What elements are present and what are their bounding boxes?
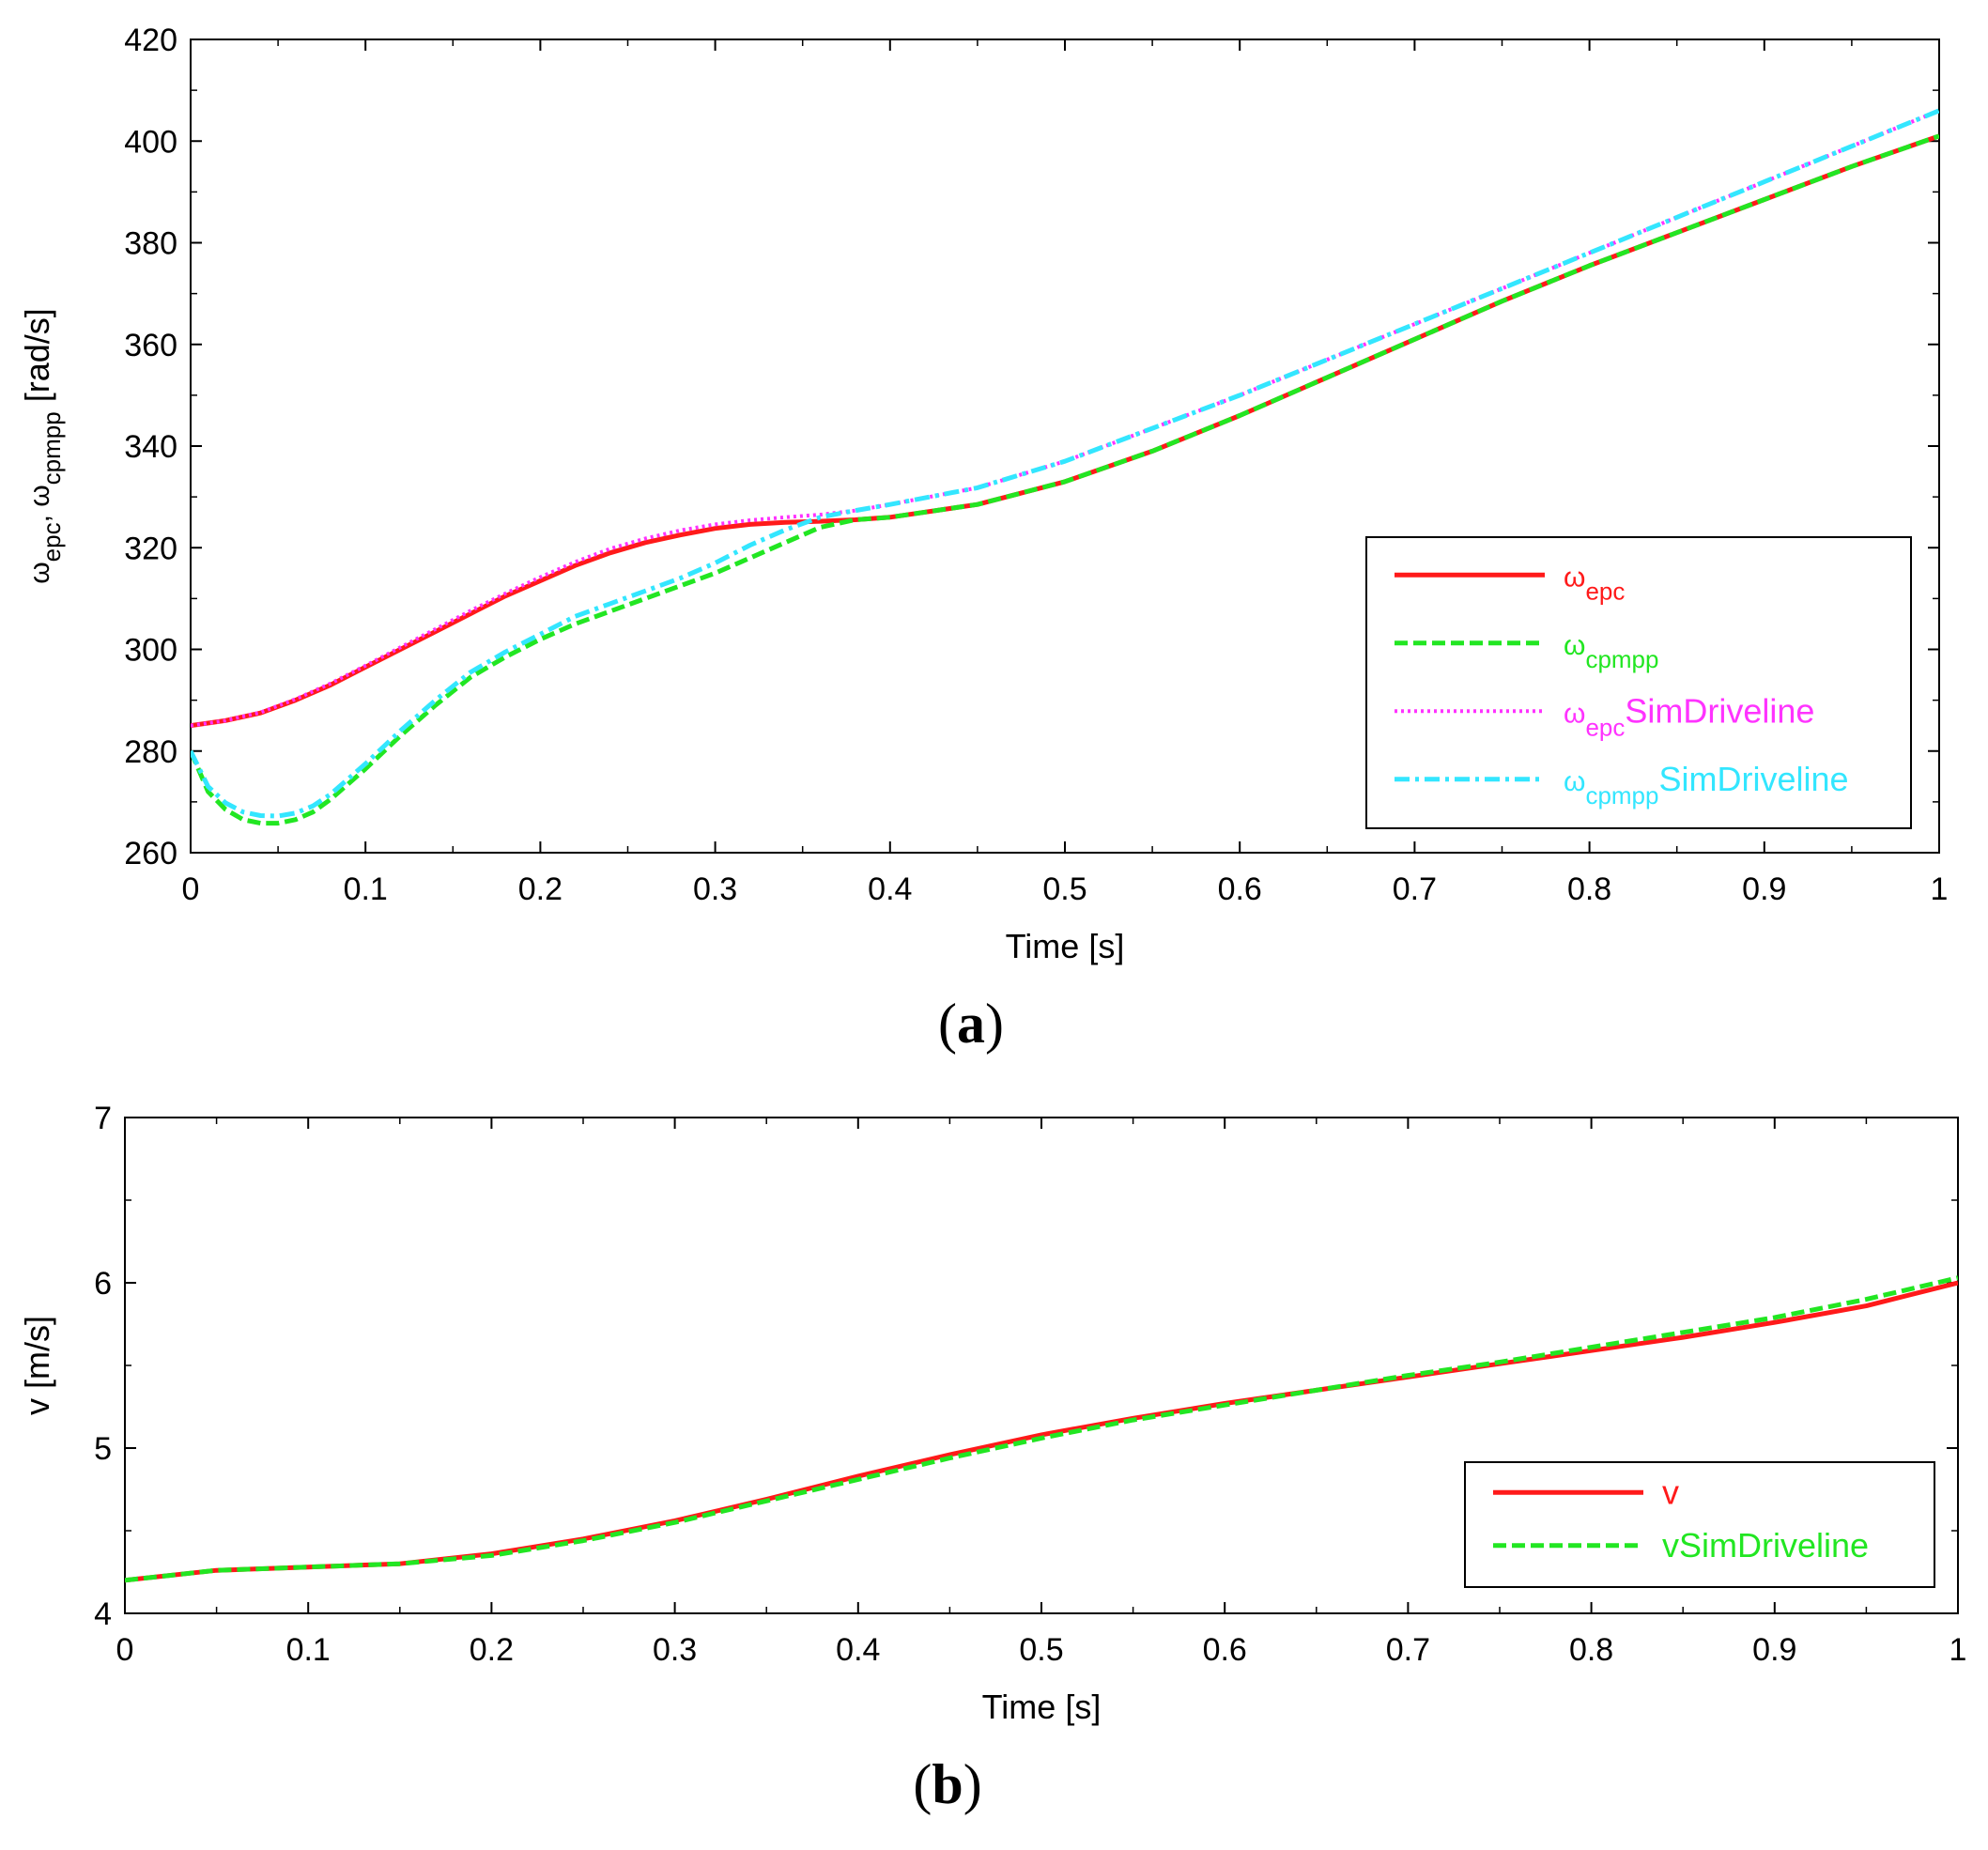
x-tick-label: 0.6 — [1203, 1632, 1247, 1668]
y-tick-label: 380 — [124, 226, 177, 262]
chart-a: 0 0.1 0.2 0.3 0.4 0.5 0.6 0.7 0.8 0.9 1 260 280 300 32… — [18, 23, 1948, 1055]
x-tick-label: 0.3 — [653, 1632, 697, 1668]
x-tick-label: 0.8 — [1569, 1632, 1613, 1668]
legend-subscript: epc — [1585, 713, 1625, 741]
y-tick-label: 340 — [124, 429, 177, 465]
y-label-separator: , — [24, 507, 55, 523]
x-tick-label: 0.4 — [868, 871, 912, 907]
x-tick-label: 0.2 — [470, 1632, 514, 1668]
x-tick-label: 0.8 — [1567, 871, 1611, 907]
panel-caption: (b) — [913, 1753, 981, 1815]
legend-box — [1464, 1461, 1935, 1588]
x-tick-label: 0.9 — [1742, 871, 1786, 907]
y-tick-label: 300 — [124, 633, 177, 669]
legend-suffix: SimDriveline — [1625, 691, 1814, 730]
y-tick-label: 5 — [94, 1431, 112, 1467]
series-line-cpmpp — [191, 133, 1939, 826]
series-group — [125, 1275, 1958, 1583]
y-label-symbol: ω — [24, 562, 55, 583]
legend-subscript: cpmpp — [1585, 645, 1658, 673]
y-label-unit: [rad/s] — [18, 308, 56, 411]
y-tick-label: 6 — [94, 1266, 112, 1302]
caption-open: ( — [913, 1753, 932, 1815]
x-tick-label: 1 — [1931, 871, 1949, 907]
y-label-subscript: epc — [38, 522, 66, 562]
y-label-subscript: cpmpp — [38, 411, 66, 485]
series-group — [191, 108, 1939, 826]
x-tick-label: 0.4 — [836, 1632, 880, 1668]
y-label-symbol: ω — [24, 485, 55, 506]
legend-suffix: SimDriveline — [1658, 760, 1848, 798]
legend-label-vSim: vSimDriveline — [1662, 1526, 1869, 1565]
y-tick-label: 320 — [124, 531, 177, 566]
x-tick-label: 0.7 — [1386, 1632, 1430, 1668]
x-tick-label: 0.5 — [1042, 871, 1086, 907]
legend-symbol: ω — [1564, 630, 1585, 661]
legend-label-epcSim: ωepcSimDriveline — [1564, 691, 1814, 741]
legend-label-cpmpp: ωcpmpp — [1564, 630, 1658, 673]
legend-label-v: v — [1662, 1472, 1679, 1511]
y-axis-label: v [m/s] — [18, 1316, 56, 1415]
legend-subscript: cpmpp — [1585, 781, 1658, 809]
y-tick-label: 4 — [94, 1596, 112, 1632]
y-tick-label: 400 — [124, 124, 177, 160]
x-tick-label: 0.3 — [693, 871, 737, 907]
y-tick-label: 7 — [94, 1101, 112, 1136]
panel-caption: (a) — [938, 993, 1004, 1055]
x-tick-label: 0 — [116, 1632, 134, 1668]
x-axis-label: Time [s] — [982, 1688, 1102, 1726]
x-tick-label: 0.1 — [344, 871, 388, 907]
series-line-vSim — [125, 1275, 1958, 1583]
caption-letter: a — [957, 993, 985, 1055]
x-tick-label: 0 — [182, 871, 200, 907]
caption-close: ) — [963, 1753, 982, 1815]
legend-symbol: ω — [1564, 562, 1585, 593]
caption-letter: b — [932, 1753, 963, 1815]
legend-text: v — [1662, 1472, 1679, 1511]
caption-open: ( — [938, 993, 957, 1055]
x-axis-label: Time [s] — [1006, 927, 1125, 965]
legend-subscript: epc — [1585, 577, 1625, 605]
y-tick-label: 260 — [124, 836, 177, 871]
series-line-epcSim — [191, 108, 1939, 728]
y-tick-label: 420 — [124, 23, 177, 58]
y-tick-label: 280 — [124, 734, 177, 770]
series-line-cpmppSim — [191, 108, 1939, 819]
x-tick-label: 0.2 — [518, 871, 562, 907]
legend-label-cpmppSim: ωcpmppSimDriveline — [1564, 760, 1849, 809]
x-tick-label: 0.7 — [1393, 871, 1437, 907]
x-tick-label: 0.6 — [1218, 871, 1262, 907]
y-axis-label: ωepc, ωcpmpp [rad/s] — [18, 308, 66, 584]
legend-label-epc: ωepc — [1564, 562, 1625, 605]
legend-symbol: ω — [1564, 766, 1585, 797]
x-tick-label: 1 — [1949, 1632, 1967, 1668]
chart-b: 0 0.1 0.2 0.3 0.4 0.5 0.6 0.7 0.8 0.9 1 4 5 6 7 Time [s… — [18, 1101, 1966, 1815]
legend-symbol: ω — [1564, 698, 1585, 729]
legend-text: vSimDriveline — [1662, 1526, 1869, 1565]
x-tick-label: 0.5 — [1019, 1632, 1063, 1668]
x-tick-label: 0.1 — [286, 1632, 331, 1668]
y-tick-label: 360 — [124, 328, 177, 363]
caption-close: ) — [985, 993, 1004, 1055]
x-tick-label: 0.9 — [1752, 1632, 1796, 1668]
